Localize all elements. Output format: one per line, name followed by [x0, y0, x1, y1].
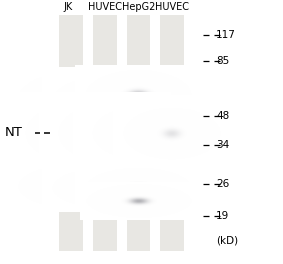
- Text: HUVEC: HUVEC: [88, 2, 122, 12]
- Text: 48: 48: [216, 111, 230, 121]
- Bar: [59, 15, 83, 251]
- Text: 19: 19: [216, 210, 230, 220]
- Text: HUVEC: HUVEC: [155, 2, 189, 12]
- Text: 34: 34: [216, 140, 230, 150]
- Bar: [93, 15, 117, 251]
- Bar: [160, 15, 184, 251]
- Text: (kD): (kD): [216, 235, 238, 246]
- Bar: [127, 15, 151, 251]
- Text: 117: 117: [216, 30, 236, 40]
- Text: NT: NT: [4, 126, 22, 139]
- Text: HepG2: HepG2: [122, 2, 155, 12]
- Text: 26: 26: [216, 179, 230, 189]
- Text: JK: JK: [64, 2, 73, 12]
- Text: 85: 85: [216, 56, 230, 66]
